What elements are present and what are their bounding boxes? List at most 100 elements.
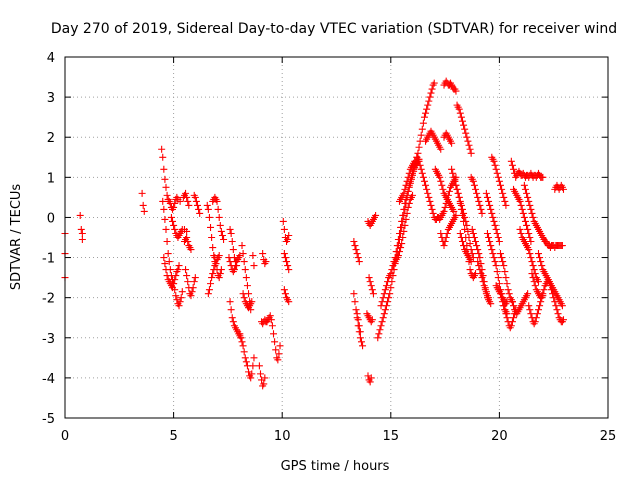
y-tick-label: 0 — [47, 211, 55, 226]
data-point — [272, 346, 280, 354]
data-point — [381, 306, 389, 314]
data-point — [281, 254, 289, 262]
data-point — [460, 121, 468, 129]
data-point — [355, 258, 363, 266]
data-point — [516, 225, 524, 233]
data-point — [441, 203, 449, 211]
data-point — [528, 270, 536, 278]
data-point — [495, 177, 503, 185]
data-point — [372, 211, 380, 219]
data-point — [208, 274, 216, 282]
data-point — [477, 205, 485, 213]
data-point — [226, 258, 234, 266]
data-point — [283, 258, 291, 266]
data-point — [170, 280, 178, 288]
data-point — [499, 298, 507, 306]
data-point — [174, 266, 182, 274]
data-point — [207, 280, 215, 288]
data-point — [491, 221, 499, 229]
y-tick-label: 1 — [47, 171, 55, 186]
data-point — [490, 217, 498, 225]
data-point — [368, 316, 376, 324]
data-point — [175, 262, 183, 270]
x-axis-label: GPS time / hours — [281, 459, 390, 474]
data-point — [256, 370, 264, 378]
data-point — [203, 201, 211, 209]
data-series — [520, 181, 566, 252]
data-point — [400, 227, 408, 235]
data-point — [161, 175, 169, 183]
data-point — [163, 191, 171, 199]
data-point — [248, 298, 256, 306]
data-point — [502, 274, 510, 282]
data-point — [498, 294, 506, 302]
data-point — [478, 274, 486, 282]
data-point — [403, 177, 411, 185]
data-series — [516, 225, 542, 286]
data-point — [537, 258, 545, 266]
data-point — [524, 193, 532, 201]
data-point — [382, 282, 390, 290]
data-point — [476, 254, 484, 262]
data-point — [220, 236, 228, 244]
data-point — [526, 234, 534, 241]
data-point — [417, 165, 425, 173]
data-point — [285, 266, 293, 274]
data-point — [531, 282, 539, 290]
data-point — [250, 262, 258, 270]
data-point — [501, 197, 509, 205]
data-point — [526, 250, 534, 258]
data-point — [489, 250, 497, 258]
data-point — [159, 197, 167, 205]
data-series — [258, 312, 284, 364]
data-series — [353, 310, 364, 336]
data-point — [481, 286, 489, 294]
data-series — [363, 310, 376, 326]
data-point — [467, 258, 475, 266]
data-point — [445, 187, 453, 195]
data-point — [184, 278, 192, 286]
data-point — [453, 185, 461, 193]
data-series — [280, 250, 293, 274]
data-point — [423, 185, 431, 193]
data-point — [516, 197, 524, 205]
data-point — [266, 312, 274, 320]
x-tick-label: 0 — [61, 429, 69, 444]
data-point — [359, 342, 367, 350]
data-point — [527, 254, 535, 262]
data-point — [171, 276, 179, 284]
data-point — [521, 185, 529, 193]
data-point — [510, 314, 518, 322]
data-point — [366, 378, 374, 386]
data-point — [488, 246, 496, 254]
data-series — [350, 238, 363, 266]
data-point — [226, 298, 234, 306]
data-point — [525, 229, 533, 237]
data-point — [247, 374, 255, 382]
data-point — [205, 213, 213, 221]
data-point — [353, 250, 361, 258]
data-point — [474, 246, 482, 254]
data-point — [536, 254, 544, 262]
data-series — [507, 157, 547, 181]
data-point — [505, 290, 513, 298]
data-point — [171, 199, 179, 207]
data-series — [160, 254, 183, 292]
data-point — [389, 262, 397, 270]
data-point — [524, 290, 532, 298]
data-point — [163, 272, 171, 280]
data-point — [494, 274, 502, 282]
data-point — [482, 290, 490, 298]
data-point — [464, 137, 472, 145]
data-point — [423, 105, 431, 113]
data-point — [195, 205, 203, 213]
data-point — [426, 197, 434, 205]
data-points — [61, 77, 567, 390]
data-point — [496, 181, 504, 189]
data-point — [508, 298, 516, 306]
x-tick-label: 15 — [383, 429, 400, 444]
data-series — [467, 173, 486, 217]
data-point — [452, 181, 460, 189]
data-point — [388, 266, 396, 274]
